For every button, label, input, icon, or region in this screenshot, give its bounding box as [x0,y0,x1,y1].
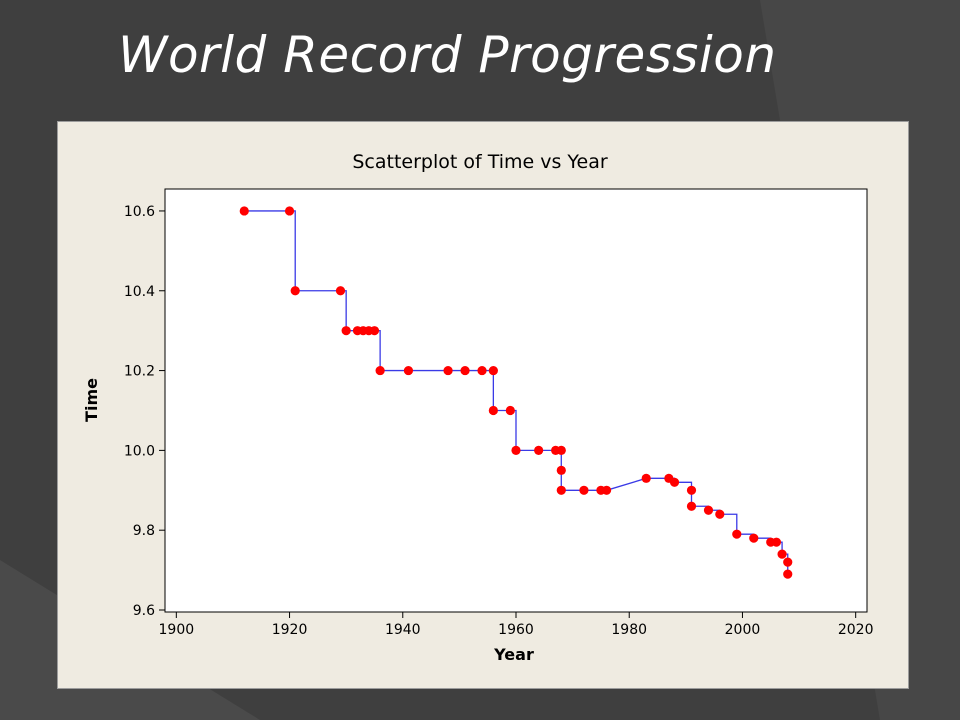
x-tick-label: 1900 [159,622,195,638]
data-point [771,537,782,547]
slide-title: World Record Progression [118,26,777,84]
data-point [284,206,295,216]
chart-title: Scatterplot of Time vs Year [352,151,607,173]
data-point [511,445,521,455]
data-point [443,365,453,376]
y-tick-label: 10.6 [124,204,155,220]
data-point [335,286,346,296]
chart-panel: Scatterplot of Time vs Year 1900 1920 1940… [57,121,909,689]
data-point [783,569,793,579]
data-point [703,505,714,515]
x-tick-label: 2020 [838,622,874,638]
data-point [488,405,498,416]
data-point [686,485,697,495]
data-point [777,549,787,559]
x-tick-label: 2000 [725,622,761,638]
data-point [783,557,793,567]
data-point [715,509,725,519]
data-point [290,286,300,296]
data-point [641,473,651,483]
y-axis-label: Time [82,378,101,422]
data-point [341,326,351,336]
data-point [403,365,414,376]
data-point [556,465,566,475]
data-point [732,529,742,539]
x-tick-label: 1960 [498,622,534,638]
y-axis: 9.6 9.8 10.0 10.2 10.4 10.6 [124,204,165,619]
data-point [534,445,544,455]
y-tick-label: 10.4 [124,284,155,300]
data-points [239,206,793,579]
x-tick-label: 1940 [385,622,421,638]
y-tick-label: 9.8 [133,523,155,539]
data-point [239,206,249,216]
x-axis-label: Year [493,645,534,664]
data-point [460,365,470,376]
y-tick-label: 10.2 [124,364,155,380]
scatterplot: Scatterplot of Time vs Year 1900 1920 1940… [82,151,874,664]
data-point [369,326,380,336]
data-point [488,365,498,376]
x-tick-label: 1920 [272,622,308,638]
data-point [749,533,759,543]
plot-area [164,188,868,613]
data-point [556,445,566,455]
data-point [556,485,566,495]
data-point [601,485,612,495]
data-point [477,365,487,376]
data-point [375,365,385,376]
y-tick-label: 9.6 [133,603,155,619]
x-axis: 1900 1920 1940 1960 1980 2000 2020 [159,612,874,638]
y-tick-label: 10.0 [124,443,155,459]
data-point [505,405,515,416]
data-point [579,485,589,495]
x-tick-label: 1980 [611,622,647,638]
data-point [669,477,680,487]
data-point [686,501,697,511]
